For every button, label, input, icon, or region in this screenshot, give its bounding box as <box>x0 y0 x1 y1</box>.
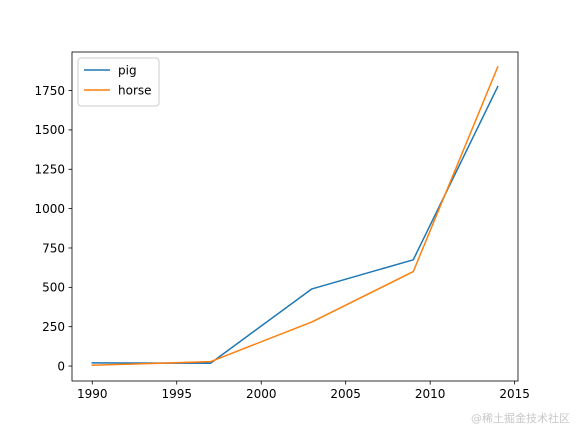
x-tick-label: 2000 <box>246 387 277 401</box>
x-tick-label: 2005 <box>330 387 361 401</box>
legend: pig horse <box>77 57 160 107</box>
x-tick-label: 2010 <box>415 387 446 401</box>
x-axis: 1990 1995 2000 2005 2010 2015 <box>77 381 530 401</box>
legend-label-pig: pig <box>118 63 137 77</box>
y-tick-label: 1250 <box>34 163 65 177</box>
series-line-horse <box>91 65 499 367</box>
series-line-pig <box>91 85 499 364</box>
y-axis: 0 250 500 750 1000 1250 1500 1750 <box>34 84 72 373</box>
y-tick-label: 1000 <box>34 202 65 216</box>
plot-lines <box>91 65 499 367</box>
x-tick-label: 1995 <box>161 387 192 401</box>
watermark: @稀土掘金技术社区 <box>471 412 570 425</box>
y-tick-label: 500 <box>42 281 65 295</box>
axes-frame <box>71 51 519 382</box>
y-tick-label: 250 <box>42 320 65 334</box>
x-tick-label: 2015 <box>499 387 530 401</box>
y-tick-label: 1500 <box>34 123 65 137</box>
legend-label-horse: horse <box>118 83 152 97</box>
y-tick-label: 750 <box>42 241 65 255</box>
y-tick-label: 0 <box>57 359 65 373</box>
y-tick-label: 1750 <box>34 84 65 98</box>
x-tick-label: 1990 <box>77 387 108 401</box>
